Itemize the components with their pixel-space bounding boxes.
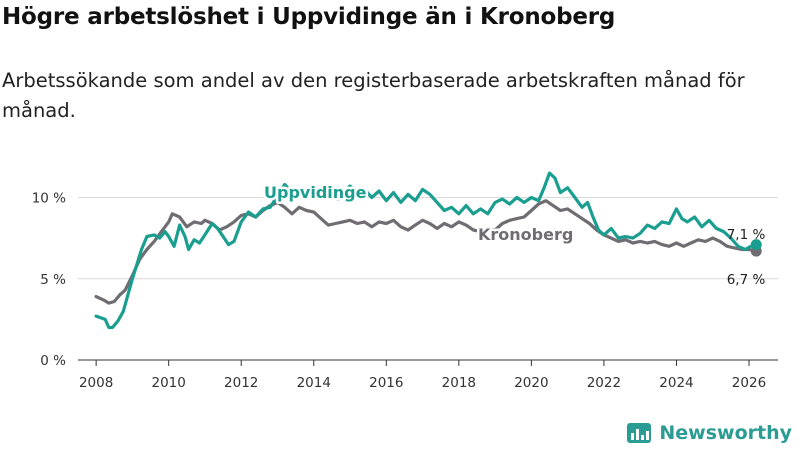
series-line-uppvidinge (94, 171, 758, 330)
brand-name: Newsworthy (659, 422, 792, 444)
end-value-uppvidinge: 7,1 % (727, 227, 766, 243)
x-tick-label: 2012 (224, 375, 258, 391)
chart-title: Högre arbetslöshet i Uppvidinge än i Kro… (2, 4, 616, 30)
y-tick-label: 0 % (40, 353, 66, 369)
x-tick-label: 2014 (297, 375, 331, 391)
x-tick-label: 2020 (514, 375, 548, 391)
x-tick-label: 2010 (151, 375, 185, 391)
brand: Newsworthy (627, 422, 792, 444)
x-tick-label: 2026 (732, 375, 766, 391)
x-tick-label: 2024 (659, 375, 693, 391)
end-marker-uppvidinge (750, 239, 762, 251)
y-tick-label: 5 % (40, 272, 66, 288)
x-tick-label: 2018 (442, 375, 476, 391)
series-line-kronoberg (94, 199, 758, 305)
newsworthy-logo-icon (627, 423, 652, 443)
x-tick-label: 2016 (369, 375, 403, 391)
y-tick-label: 10 % (32, 191, 66, 207)
chart-subtitle: Arbetssökande som andel av den registerb… (2, 69, 745, 122)
end-value-kronoberg: 6,7 % (727, 272, 766, 288)
series-label-kronoberg: Kronoberg (478, 225, 573, 244)
x-tick-label: 2008 (79, 375, 113, 391)
series-label-uppvidinge: Uppvidinge (264, 183, 367, 202)
x-tick-label: 2022 (587, 375, 621, 391)
